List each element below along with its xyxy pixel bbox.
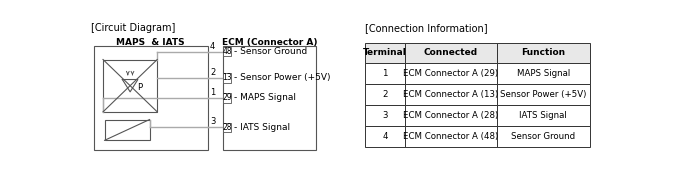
Text: 3: 3 bbox=[210, 117, 216, 126]
Text: ECM Connector A (28): ECM Connector A (28) bbox=[403, 111, 498, 120]
Text: P: P bbox=[137, 83, 142, 92]
Bar bbox=[497, 105, 589, 126]
Bar bbox=[497, 84, 589, 105]
Text: Sensor Ground: Sensor Ground bbox=[511, 132, 575, 141]
Bar bbox=[405, 63, 497, 84]
Text: 1: 1 bbox=[382, 69, 388, 78]
Text: [Circuit Diagram]: [Circuit Diagram] bbox=[92, 23, 176, 33]
Bar bbox=[497, 63, 589, 84]
Bar bbox=[365, 126, 405, 146]
Bar bbox=[365, 43, 405, 63]
Bar bbox=[405, 105, 497, 126]
Text: [Connection Information]: [Connection Information] bbox=[365, 23, 488, 33]
Text: 29: 29 bbox=[222, 93, 232, 103]
Text: 2: 2 bbox=[382, 90, 388, 99]
Bar bbox=[365, 63, 405, 84]
Bar bbox=[223, 93, 231, 103]
Bar bbox=[365, 105, 405, 126]
Bar bbox=[365, 84, 405, 105]
Text: 4: 4 bbox=[382, 132, 388, 141]
Text: 2: 2 bbox=[210, 68, 215, 77]
Bar bbox=[103, 60, 158, 112]
Bar bbox=[497, 43, 589, 63]
Bar bbox=[94, 46, 208, 150]
Text: 13: 13 bbox=[222, 74, 232, 82]
Text: 28: 28 bbox=[223, 123, 232, 132]
Text: ECM Connector A (13): ECM Connector A (13) bbox=[403, 90, 498, 99]
Text: ECM Connector A (29): ECM Connector A (29) bbox=[403, 69, 498, 78]
Bar bbox=[405, 126, 497, 146]
Bar bbox=[223, 73, 231, 83]
Bar bbox=[497, 126, 589, 146]
Text: 1: 1 bbox=[210, 88, 215, 97]
Text: - MAPS Signal: - MAPS Signal bbox=[234, 93, 296, 103]
Text: 3: 3 bbox=[382, 111, 388, 120]
Bar bbox=[405, 84, 497, 105]
Bar bbox=[104, 120, 150, 140]
Text: - IATS Signal: - IATS Signal bbox=[234, 123, 290, 132]
Text: Terminal: Terminal bbox=[363, 48, 407, 57]
Bar bbox=[223, 46, 316, 150]
Text: Sensor Power (+5V): Sensor Power (+5V) bbox=[500, 90, 587, 99]
Text: 48: 48 bbox=[222, 47, 232, 56]
Text: 4: 4 bbox=[210, 42, 215, 51]
Text: - Sensor Power (+5V): - Sensor Power (+5V) bbox=[234, 74, 330, 82]
Text: ECM Connector A (48): ECM Connector A (48) bbox=[403, 132, 498, 141]
Bar bbox=[405, 43, 497, 63]
Bar bbox=[223, 123, 231, 132]
Text: - Sensor Ground: - Sensor Ground bbox=[234, 47, 307, 56]
Text: MAPS  & IATS: MAPS & IATS bbox=[116, 38, 185, 47]
Text: Connected: Connected bbox=[424, 48, 478, 57]
Text: IATS Signal: IATS Signal bbox=[519, 111, 567, 120]
Bar bbox=[223, 47, 231, 56]
Text: MAPS Signal: MAPS Signal bbox=[517, 69, 570, 78]
Text: ECM (Connector A): ECM (Connector A) bbox=[222, 38, 317, 47]
Text: Function: Function bbox=[521, 48, 566, 57]
